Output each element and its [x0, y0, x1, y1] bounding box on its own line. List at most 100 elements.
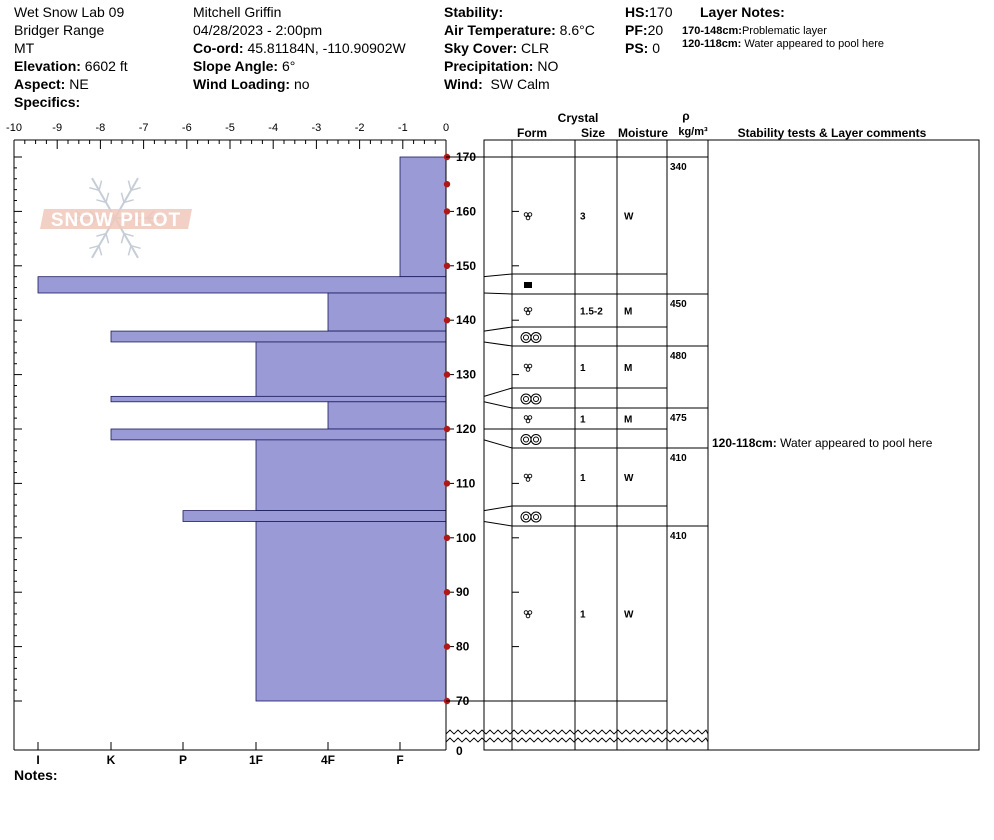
- temperature-marker: [443, 208, 451, 215]
- airtemp-label: Air Temperature:: [444, 22, 556, 38]
- rounded-grain-icon: [523, 212, 533, 221]
- height-tick-label: 110: [456, 476, 476, 490]
- break-zigzag-upper: [445, 729, 709, 735]
- layer-table: Crystal Form Size Moisture ρ kg/m³ Stability t…: [446, 109, 980, 751]
- logo-banner: [40, 209, 192, 229]
- density-value: 450: [670, 299, 687, 310]
- snowpilot-logo: SNOW PILOT: [40, 177, 192, 259]
- melt-outer-circle: [520, 434, 532, 445]
- mountain-range: Bridger Range: [14, 22, 105, 38]
- hardness-bar: [255, 521, 447, 702]
- grain-circle: [523, 307, 529, 312]
- snowflake-branch: [127, 180, 132, 191]
- coord-value: 45.81184N, -110.90902W: [247, 40, 406, 56]
- snowflake-branch: [89, 244, 100, 250]
- slope-value: 6°: [281, 58, 296, 74]
- density-value: 340: [670, 162, 687, 173]
- site-name: Wet Snow Lab 09: [14, 4, 125, 20]
- snowflake-branch: [89, 186, 100, 192]
- temperature-tick-label: -9: [52, 122, 62, 134]
- layer-boundary-line: [483, 520, 667, 527]
- density-value: 410: [670, 531, 687, 542]
- windload-value: no: [293, 76, 310, 92]
- moisture-value: W: [624, 212, 634, 223]
- precip-label: Precipitation:: [444, 58, 534, 74]
- stability: Stability:: [444, 3, 503, 21]
- wind-label: Wind:: [444, 76, 483, 92]
- snowflake-branch: [98, 180, 103, 191]
- hardness-bar: [110, 428, 447, 441]
- layer-note-2: 120-118cm: Water appeared to pool here: [682, 37, 884, 51]
- snowflake-branch: [105, 233, 110, 244]
- temperature-marker: [443, 371, 451, 378]
- melt-outer-circle: [530, 393, 542, 405]
- hs: HS:170: [625, 3, 672, 21]
- ps: PS: 0: [625, 39, 660, 57]
- grain-size: 1: [580, 473, 586, 484]
- layer-boundary-line: [483, 401, 667, 409]
- grain-size: 1: [580, 610, 586, 621]
- melt-outer-circle: [530, 511, 542, 523]
- layer-comment-text: Water appeared to pool here: [780, 436, 933, 450]
- melt-outer-circle: [520, 332, 532, 343]
- temperature-tick-label: -8: [96, 122, 106, 134]
- grain-circle: [525, 477, 531, 482]
- hs-label: HS:: [625, 4, 650, 20]
- pf-value: 20: [647, 22, 664, 38]
- precipitation: Precipitation: NO: [444, 57, 558, 75]
- density-unit-header: kg/m³: [678, 126, 708, 138]
- ps-value: 0: [652, 40, 661, 56]
- height-tick-label: 120: [456, 422, 476, 436]
- aspect-label: Aspect:: [14, 76, 66, 92]
- break-zigzag-lower: [445, 737, 709, 743]
- grain-circle: [525, 613, 531, 619]
- hardness-bar: [110, 330, 447, 343]
- temperature-tick-label: 0: [443, 122, 449, 134]
- sky-value: CLR: [521, 40, 550, 56]
- layer-boundary-line: [483, 292, 667, 295]
- layer-boundary-line: [483, 341, 667, 347]
- layer-notes-title: Layer Notes:: [700, 4, 785, 20]
- density-value: 475: [670, 413, 687, 424]
- moisture-header: Moisture: [618, 126, 668, 140]
- hardness-bar: [327, 292, 447, 332]
- melt-form-icon: [520, 332, 542, 343]
- melt-inner-circle: [533, 334, 539, 341]
- melt-outer-circle: [520, 511, 532, 523]
- layer-note-2-text: Water appeared to pool here: [744, 38, 885, 50]
- temperature-marker: [443, 262, 451, 269]
- snowflake-branch: [130, 244, 141, 250]
- hardness-bar: [37, 276, 447, 294]
- height-tick-label: 150: [456, 259, 476, 273]
- moisture-value: W: [624, 473, 634, 484]
- height-tick-label: 130: [456, 368, 476, 382]
- layer-boundary-line: [483, 273, 667, 278]
- temperature-tick-label: -1: [398, 122, 408, 134]
- pf: PF:20: [625, 21, 663, 39]
- density-value: 480: [670, 351, 687, 362]
- grain-circle: [523, 212, 529, 217]
- observer: Mitchell Griffin: [193, 4, 282, 20]
- specifics: Specifics:: [14, 93, 80, 111]
- melt-inner-circle: [533, 436, 539, 443]
- hardness-label: 1F: [249, 753, 263, 767]
- hardness-label: P: [179, 753, 187, 767]
- snowflake-branch: [120, 233, 125, 244]
- layer-note-1-range: 170-148cm:: [682, 25, 742, 37]
- layer-boundary-line: [483, 326, 667, 332]
- grain-circle: [523, 415, 529, 420]
- snowflake-branch: [96, 232, 107, 237]
- grain-circle: [527, 610, 533, 615]
- rho-header: ρ: [682, 109, 689, 123]
- hardness-bar: [255, 341, 447, 397]
- layer-note-1-text: Problematic layer: [741, 25, 827, 37]
- date-time: 04/28/2023 - 2:00pm: [193, 22, 323, 38]
- temperature-tick-label: -4: [268, 122, 278, 134]
- coordinates: Co-ord: 45.81184N, -110.90902W: [193, 39, 406, 57]
- table-border: [483, 139, 980, 751]
- ground-tick-label: 0: [456, 744, 463, 758]
- wind: Wind: SW Calm: [444, 75, 550, 93]
- grain-circle: [525, 418, 531, 424]
- temperature-marker: [443, 181, 451, 188]
